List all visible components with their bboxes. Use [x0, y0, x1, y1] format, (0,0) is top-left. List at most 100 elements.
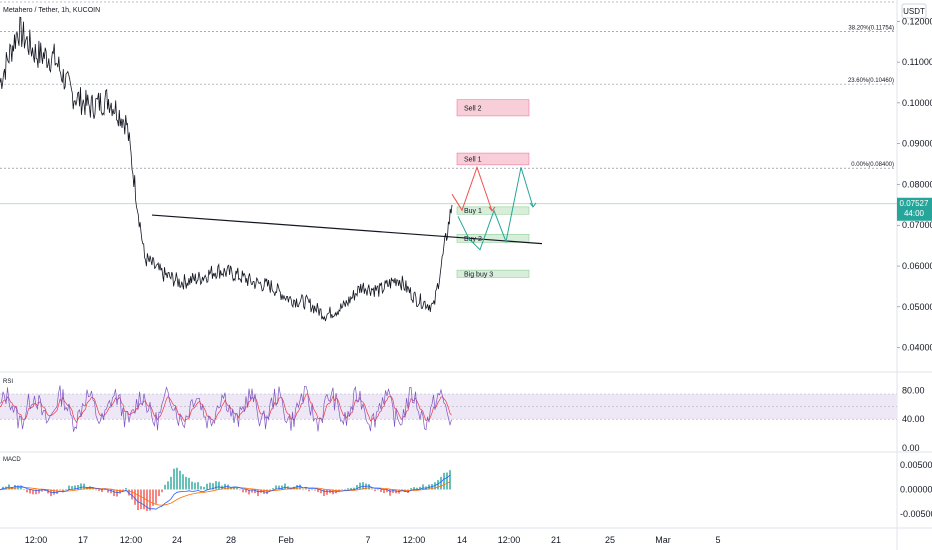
price-tick: 0.08000	[902, 179, 932, 189]
macd-histogram-bar	[26, 489, 28, 493]
zone-label: Big buy 3	[464, 271, 493, 278]
projection-green[interactable]	[457, 167, 534, 251]
macd-histogram-bar	[29, 489, 31, 494]
macd-histogram-bar	[236, 487, 238, 490]
currency-button[interactable]: USDT	[901, 3, 927, 19]
macd-histogram-bar	[215, 481, 217, 490]
trade-zones[interactable]: Sell 2 Sell 1 Buy 1 Buy 2 Big buy 3	[456, 99, 530, 279]
price-tick: 0.10000	[902, 98, 932, 108]
projection-paths[interactable]	[451, 165, 537, 251]
macd-indicator	[0, 467, 451, 512]
macd-histogram-bar	[161, 489, 163, 493]
time-tick: Mar	[655, 535, 671, 545]
time-tick: 12:00	[120, 535, 143, 545]
macd-histogram-bar	[383, 489, 385, 493]
time-tick: 7	[365, 535, 370, 545]
macd-histogram-bar	[113, 489, 115, 497]
macd-histogram-bar	[275, 485, 277, 490]
macd-histogram-bar	[110, 489, 112, 494]
macd-histogram-bar	[218, 481, 220, 490]
macd-histogram-bar	[347, 488, 349, 490]
macd-histogram-bar	[23, 489, 25, 490]
macd-histogram-bar	[311, 489, 313, 491]
zone-label: Buy 1	[464, 208, 482, 215]
macd-histogram-bar	[296, 485, 298, 490]
macd-histogram-bar	[35, 489, 37, 495]
macd-histogram-bar	[59, 489, 61, 491]
macd-histogram-bar	[74, 485, 76, 490]
macd-histogram-bar	[308, 489, 310, 492]
macd-histogram-bar	[377, 489, 379, 491]
macd-histogram-bar	[326, 489, 328, 495]
macd-histogram-bar	[134, 489, 136, 505]
macd-histogram-bar	[227, 484, 229, 490]
macd-histogram-bar	[341, 489, 343, 491]
price-tick: 0.04000	[902, 343, 932, 353]
macd-histogram-bar	[317, 489, 319, 493]
current-price-countdown: 44:00	[904, 209, 925, 218]
macd-histogram-bar	[164, 484, 166, 490]
zone-sell[interactable]	[456, 99, 530, 117]
macd-histogram-bar	[380, 489, 382, 492]
macd-histogram-bar	[155, 489, 157, 504]
macd-histogram-bar	[389, 489, 391, 496]
macd-histogram-bar	[173, 468, 175, 490]
rsi-axis: 80.00 40.00 0.00	[902, 385, 925, 453]
zone-label: Buy 2	[464, 236, 482, 243]
macd-histogram-bar	[65, 489, 67, 490]
macd-histogram-bar	[242, 489, 244, 493]
fib-label: 23.60%(0.10460)	[848, 78, 894, 84]
price-tick: 0.11000	[902, 57, 932, 67]
time-tick: Feb	[278, 535, 294, 545]
current-price-label: 0.07527 44:00	[897, 197, 932, 221]
macd-histogram-bar	[41, 489, 43, 492]
price-axis[interactable]: 0.12000 0.11000 0.10000 0.09000 0.08000 0.070…	[897, 16, 932, 353]
macd-histogram-bar	[98, 489, 100, 491]
macd-histogram-bar	[362, 482, 364, 490]
macd-histogram-bar	[254, 489, 256, 494]
macd-histogram-bar	[206, 483, 208, 490]
macd-histogram-bar	[95, 489, 97, 491]
fib-label: 0.00%(0.08400)	[851, 162, 894, 168]
projection-red[interactable]	[451, 165, 493, 212]
macd-tick: -0.00500	[900, 509, 932, 519]
macd-histogram-bar	[440, 476, 442, 490]
macd-histogram-bar	[356, 485, 358, 490]
price-tick: 0.05000	[902, 302, 932, 312]
macd-histogram-bar	[200, 486, 202, 490]
rsi-title: RSI	[3, 379, 13, 385]
macd-histogram-bar	[446, 472, 448, 490]
time-tick: 25	[605, 535, 615, 545]
zone-sell[interactable]	[456, 152, 530, 166]
rsi-tick: 0.00	[902, 443, 920, 453]
macd-histogram-bar	[266, 489, 268, 495]
time-tick: 12:00	[25, 535, 48, 545]
macd-histogram-bar	[386, 489, 388, 493]
zone-buy[interactable]	[456, 269, 530, 278]
macd-histogram-bar	[167, 481, 169, 490]
macd-histogram-bar	[107, 489, 109, 493]
macd-histogram-bar	[281, 485, 283, 490]
zone-buy[interactable]	[456, 233, 530, 243]
arrowhead	[529, 202, 537, 208]
macd-histogram-bar	[248, 489, 250, 495]
price-line	[0, 16, 453, 322]
macd-tick: 0.00000	[900, 485, 932, 495]
macd-histogram-bar	[140, 489, 142, 510]
time-tick: 12:00	[403, 535, 426, 545]
macd-histogram-bar	[137, 489, 139, 511]
macd-histogram-bar	[413, 487, 415, 490]
price-tick: 0.12000	[902, 16, 932, 26]
macd-histogram-bar	[128, 489, 130, 496]
macd-histogram-bar	[68, 485, 70, 490]
macd-histogram-bar	[407, 489, 409, 493]
zone-label: Sell 2	[464, 105, 482, 112]
macd-histogram-bar	[410, 488, 412, 490]
macd-histogram-bar	[86, 487, 88, 490]
macd-histogram-bar	[230, 487, 232, 490]
macd-histogram-bar	[47, 489, 49, 494]
macd-histogram-bar	[293, 486, 295, 490]
time-axis[interactable]: 12:00 17 12:00 24 28 Feb 7 12:00 14 12:00 21 25 Mar 5	[25, 535, 721, 545]
neckline-trendline[interactable]	[151, 214, 543, 245]
